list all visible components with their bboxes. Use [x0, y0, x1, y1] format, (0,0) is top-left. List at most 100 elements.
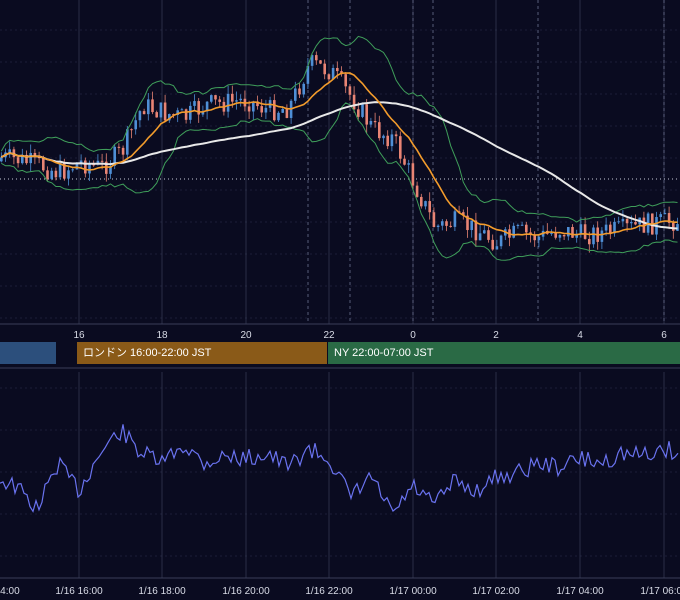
candle-body [621, 218, 625, 222]
candle-body [348, 86, 352, 95]
bollinger-lower-line [1, 102, 678, 261]
candle-body [550, 233, 553, 235]
candle-body [58, 163, 62, 178]
candle-body [210, 95, 213, 102]
time-axis: 1/16 14:00 1/16 16:00 1/16 18:00 1/16 20… [0, 577, 680, 597]
candle-body [567, 227, 570, 237]
candle-body [474, 220, 478, 241]
candle-body [50, 170, 53, 179]
hour-axis: 16 18 20 22 0 2 4 6 [0, 323, 680, 341]
candle-body [79, 160, 83, 163]
candle-body [495, 246, 499, 250]
candle-body [323, 63, 326, 75]
session-bar-london[interactable]: ロンドン 16:00-22:00 JST [77, 342, 327, 364]
candle-body [113, 146, 116, 166]
candle-body [411, 163, 415, 186]
candle-body [331, 67, 335, 80]
candle-body [470, 220, 473, 231]
candle-body [214, 95, 217, 100]
time-tick-label: 1/16 16:00 [55, 586, 103, 597]
candle-body [231, 93, 234, 102]
candle-body [441, 221, 444, 226]
candle-body [663, 213, 667, 215]
candle-body [54, 170, 58, 178]
candle-body [130, 129, 133, 131]
candle-body [537, 236, 541, 241]
candle-body [583, 224, 587, 239]
hour-tick-label: 6 [661, 330, 667, 341]
candle-body [151, 99, 154, 113]
candle-body [0, 157, 3, 162]
candle-body [588, 238, 591, 245]
candle-body [33, 152, 37, 156]
candle-body [424, 201, 427, 207]
candle-body [239, 98, 242, 101]
oscillator-pane[interactable] [0, 372, 680, 578]
candle-body [126, 129, 129, 155]
candle-body [386, 135, 389, 147]
hour-tick-label: 2 [493, 330, 499, 341]
candle-body [294, 88, 297, 101]
candle-body [310, 55, 314, 66]
session-bar-tokyo[interactable] [0, 342, 56, 364]
candle-body [75, 162, 79, 170]
oscillator-grid [0, 372, 680, 578]
hour-tick-label: 4 [577, 330, 583, 341]
candle-body [478, 233, 482, 241]
hour-tick-label: 22 [323, 330, 335, 341]
candle-body [428, 201, 431, 213]
candle-body [634, 222, 637, 225]
candle-body [247, 106, 251, 112]
candle-body [415, 185, 419, 197]
candle-body [491, 239, 494, 250]
candle-body [420, 196, 423, 207]
oscillator-line [0, 424, 679, 513]
long-moving-average-line [0, 101, 678, 230]
candle-body [499, 235, 503, 247]
candle-body [138, 111, 142, 121]
time-tick-label: 1/16 18:00 [138, 586, 186, 597]
candle-body [357, 109, 360, 117]
candle-body [453, 211, 457, 227]
candle-body [8, 149, 11, 153]
candle-body [352, 94, 356, 110]
candle-body [264, 107, 268, 113]
time-tick-label: 1/16 20:00 [222, 586, 270, 597]
candle-body [189, 105, 192, 120]
candle-body [155, 112, 158, 118]
candle-body [390, 134, 394, 147]
candle-body [172, 114, 175, 116]
time-tick-label: 1/17 00:00 [389, 586, 437, 597]
short-moving-average-line [0, 72, 678, 236]
session-london-label: ロンドン 16:00-22:00 JST [83, 347, 212, 359]
candle-body [336, 67, 339, 72]
candle-body [558, 235, 562, 238]
candle-body [273, 100, 276, 121]
candle-body [256, 101, 259, 107]
session-bar-ny[interactable]: NY 22:00-07:00 JST [328, 342, 680, 364]
candle-body [235, 100, 238, 102]
candle-body [579, 224, 583, 234]
candle-body [92, 164, 95, 166]
price-pane[interactable] [0, 0, 680, 324]
candle-body [533, 234, 536, 241]
candle-body [407, 163, 410, 165]
candle-body [373, 121, 377, 123]
candle-body [609, 224, 612, 234]
candle-body [252, 101, 255, 112]
candle-body [117, 146, 121, 148]
candle-body [604, 224, 608, 231]
candle-body [25, 154, 28, 164]
candle-body [361, 104, 364, 117]
candle-body [369, 121, 373, 125]
candle-body [327, 74, 331, 80]
candle-body [676, 224, 679, 231]
candle-body [163, 102, 167, 121]
bollinger-upper-line [0, 35, 678, 223]
candle-body [378, 122, 381, 139]
candle-body [562, 235, 566, 237]
candle-body [344, 74, 347, 87]
candle-body [218, 99, 221, 102]
